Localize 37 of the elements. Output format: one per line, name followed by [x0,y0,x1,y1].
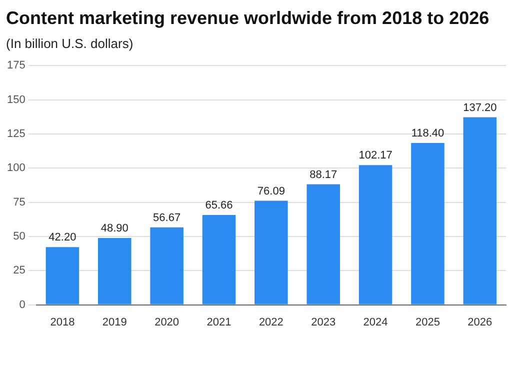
x-tick-label: 2019 [102,316,127,328]
x-tick-label: 2025 [415,316,440,328]
y-tick-label: 125 [6,128,26,140]
data-label: 88.17 [310,168,338,181]
data-label: 48.90 [100,222,128,234]
x-tick-label: 2026 [468,316,492,328]
y-tick-label: 175 [6,60,26,72]
data-label: 137.20 [463,102,497,114]
bar [463,117,497,304]
bar [358,165,392,304]
y-tick-label: 25 [13,264,26,277]
x-tick-label: 2020 [154,316,180,328]
y-tick-label: 100 [6,162,26,174]
bar [254,200,288,304]
data-label: 76.09 [257,185,285,198]
data-label: 42.20 [48,232,76,244]
x-tick-label: 2022 [258,316,284,328]
x-tick-label: 2023 [311,316,336,328]
y-tick-label: 50 [13,230,26,242]
bar [46,247,80,304]
y-tick-label: 0 [19,298,26,311]
x-tick-label: 2021 [206,316,232,328]
bar [202,215,236,304]
chart-subtitle: (In billion U.S. dollars) [6,36,134,51]
y-tick-label: 150 [6,94,26,106]
x-tick-label: 2024 [363,316,388,328]
bar [150,227,184,304]
y-tick-label: 75 [13,196,26,208]
data-label: 102.17 [358,150,392,162]
bar [98,238,132,304]
data-label: 56.67 [153,212,181,224]
bar [411,142,444,304]
bar [306,184,340,304]
data-label: 118.40 [411,127,444,140]
data-label: 65.66 [205,200,233,212]
chart-title: Content marketing revenue worldwide from 2018 to 2026 [6,8,490,29]
x-tick-label: 2018 [50,316,75,328]
